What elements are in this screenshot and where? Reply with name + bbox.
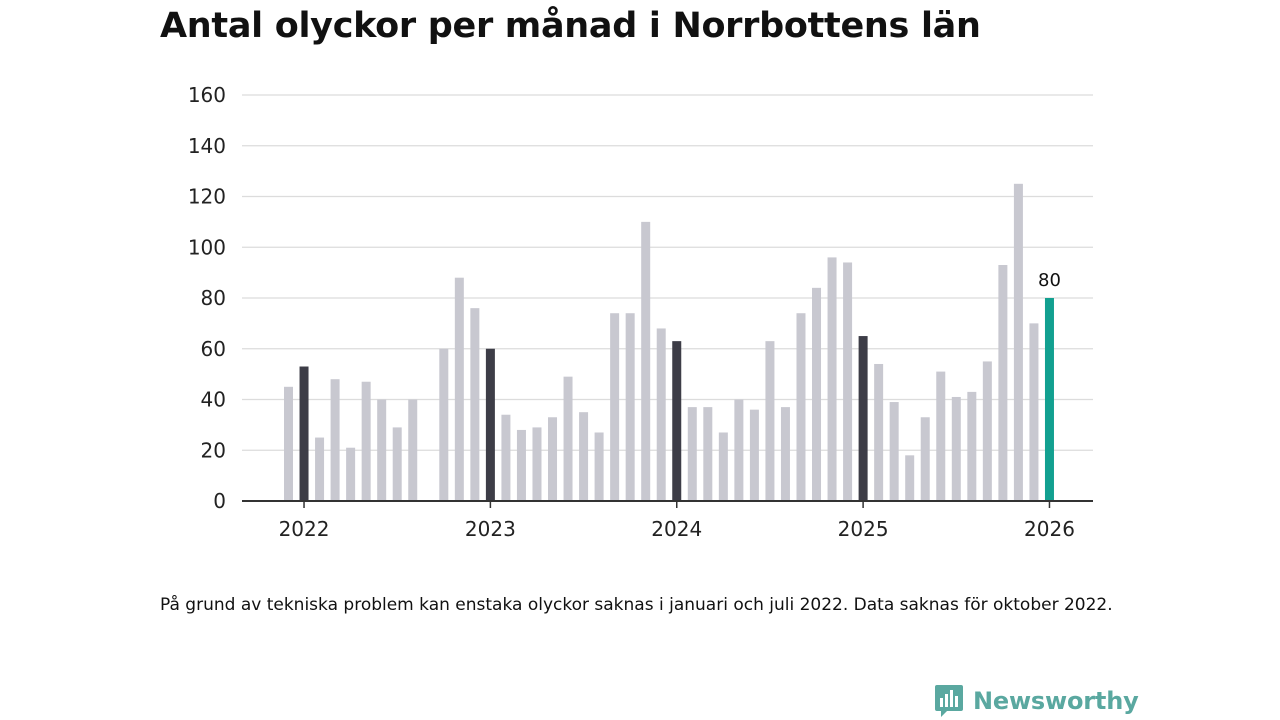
bar-2026-01 [1044,298,1054,501]
bar-2023-12 [656,328,666,501]
bar-2024-04 [718,432,728,501]
bar-2023-05 [548,417,558,501]
bar-2024-05 [734,399,744,501]
bar-2025-10 [998,265,1008,501]
bar-2022-07 [392,427,402,501]
bar-2025-09 [982,361,992,501]
data-labels: 80 [1038,270,1061,291]
bar-2025-08 [967,391,977,501]
bar-2025-05 [920,417,930,501]
y-tick-label: 60 [201,337,226,361]
bar-2023-11 [641,221,651,501]
bar-2022-05 [361,381,371,501]
newsworthy-logo-icon [935,685,963,717]
bar-2024-10 [812,287,822,501]
bar-2023-09 [610,313,620,501]
x-tick-label: 2025 [838,517,889,541]
bar-2023-02 [501,414,511,501]
y-tick-label: 20 [201,438,226,462]
bar-2022-01 [299,366,309,501]
bar-2023-03 [516,429,526,501]
bar-2025-04 [905,455,915,501]
bar-2024-09 [796,313,806,501]
y-tick-label: 120 [188,185,226,209]
y-tick-label: 160 [188,83,226,107]
bar-2023-06 [563,376,573,501]
x-tick-label: 2022 [279,517,330,541]
bar-2022-11 [454,277,464,501]
y-tick-label: 80 [201,286,226,310]
chart-title: Antal olyckor per månad i Norrbottens lä… [160,6,981,46]
bar-2023-07 [579,412,589,501]
bar-2024-03 [703,407,713,501]
footnote: På grund av tekniska problem kan enstaka… [160,595,1113,615]
bar-2024-08 [780,407,790,501]
y-tick-label: 100 [188,235,226,259]
bar-2022-08 [408,399,418,501]
bar-2024-07 [765,341,775,501]
bar-2021-12 [284,386,293,501]
bar-2022-12 [470,308,480,501]
data-label: 80 [1038,270,1061,291]
bar-2023-01 [485,348,495,501]
bar-2025-12 [1029,323,1039,501]
x-tick-label: 2024 [651,517,702,541]
bar-2024-11 [827,257,837,501]
bar-2024-12 [843,262,853,501]
bar-2022-10 [439,348,449,501]
bar-2023-04 [532,427,542,501]
bar-2025-06 [936,371,946,501]
x-tick-label: 2026 [1024,517,1075,541]
bar-2022-02 [315,437,325,501]
bar-2025-07 [951,396,961,501]
x-axis-ticks: 2022 2023 2024 2025 2026 [279,501,1075,541]
y-tick-label: 140 [188,134,226,158]
brand-name: Newsworthy [973,687,1139,715]
x-tick-label: 2023 [465,517,516,541]
y-tick-label: 0 [213,489,226,513]
bars [284,183,1054,501]
bar-2024-01 [672,341,682,501]
bar-2022-06 [377,399,387,501]
bar-2024-02 [687,407,697,501]
y-tick-label: 40 [201,388,226,412]
brand-logo[interactable]: Newsworthy [933,683,1139,719]
bar-2025-01 [858,336,868,501]
bar-2023-08 [594,432,604,501]
bar-2023-10 [625,313,635,501]
bar-2025-03 [889,402,899,501]
bar-2022-04 [346,447,356,501]
bar-2025-11 [1013,183,1023,501]
bar-2022-03 [330,379,340,501]
bar-2024-06 [749,409,759,501]
bar-2025-02 [874,363,884,501]
y-axis-ticks: 0 20 40 60 80 100 120 140 160 [188,83,226,513]
